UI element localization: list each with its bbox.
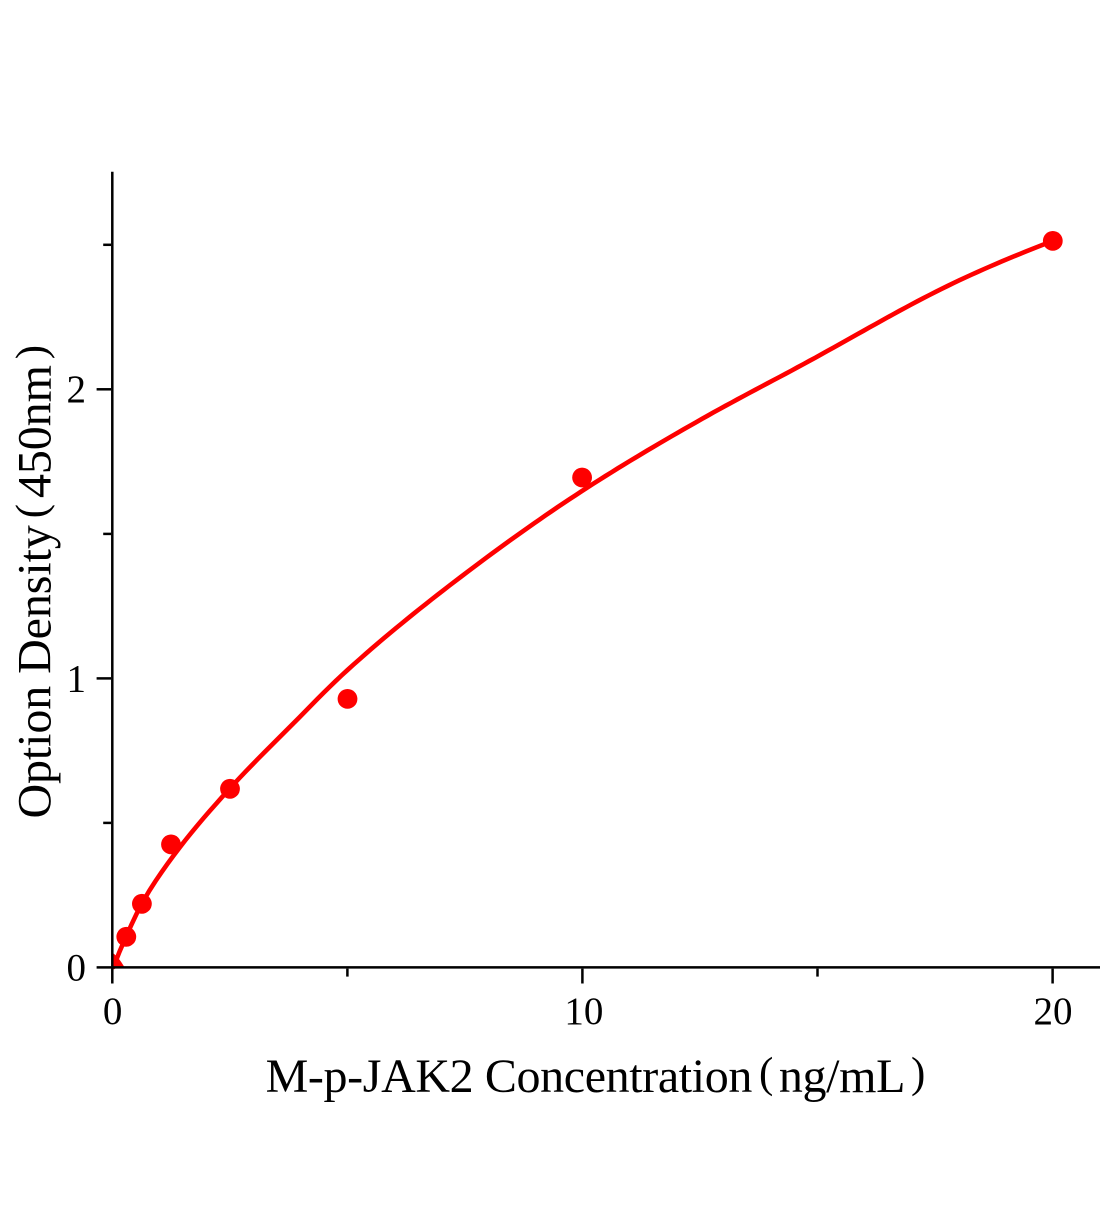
svg-text:0: 0: [103, 990, 123, 1033]
svg-text:10: 10: [564, 990, 603, 1033]
svg-text:Option Density(450nm): Option Density(450nm): [8, 345, 61, 819]
svg-text:20: 20: [1034, 990, 1073, 1033]
svg-text:M-p-JAK2 Concentration(ng/mL): M-p-JAK2 Concentration(ng/mL): [266, 1050, 925, 1103]
svg-text:1: 1: [67, 657, 87, 700]
svg-text:0: 0: [67, 946, 87, 989]
svg-text:2: 2: [67, 368, 87, 411]
